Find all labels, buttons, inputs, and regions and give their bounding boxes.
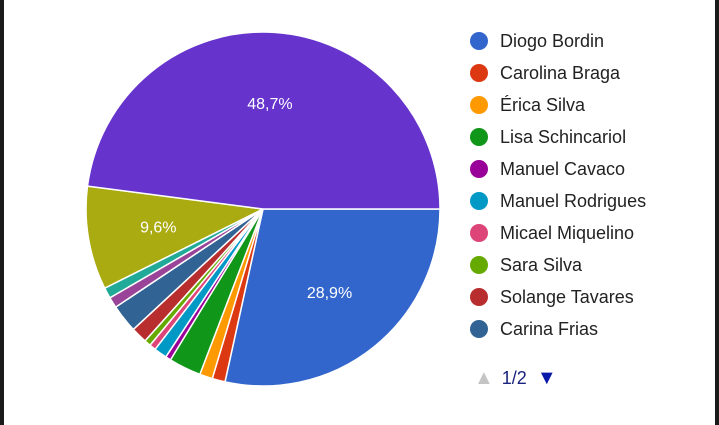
legend-item[interactable]: Carolina Braga	[470, 57, 710, 89]
legend-label: Lisa Schincariol	[500, 126, 627, 147]
legend-swatch	[470, 224, 488, 242]
legend-label: Diogo Bordin	[500, 30, 605, 51]
legend-swatch	[470, 96, 488, 114]
legend-swatch	[470, 128, 488, 146]
triangle-up-icon[interactable]: ▲	[474, 367, 494, 389]
legend-label: Érica Silva	[500, 94, 586, 115]
legend-swatch	[470, 64, 488, 82]
legend-swatch	[470, 160, 488, 178]
legend-item[interactable]: Micael Miquelino	[470, 217, 710, 249]
legend-label: Carina Frias	[500, 318, 599, 339]
legend-item[interactable]: Sara Silva	[470, 249, 710, 281]
legend-label: Manuel Rodrigues	[500, 190, 647, 211]
legend-label: Sara Silva	[500, 254, 583, 275]
legend-item[interactable]: Lisa Schincariol	[470, 121, 710, 153]
legend-label: Carolina Braga	[500, 62, 621, 83]
legend-item[interactable]: Manuel Cavaco	[470, 153, 710, 185]
legend-item[interactable]: Solange Tavares	[470, 281, 710, 313]
frame-border-right	[715, 0, 719, 425]
legend-item[interactable]: Érica Silva	[470, 89, 710, 121]
slice-data-label: 9,6%	[140, 220, 176, 237]
slice-data-label: 28,9%	[307, 285, 352, 302]
legend-swatch	[470, 320, 488, 338]
legend-item[interactable]: Diogo Bordin	[470, 25, 710, 57]
legend-swatch	[470, 256, 488, 274]
legend-label: Micael Miquelino	[500, 222, 635, 243]
triangle-down-icon[interactable]: ▼	[536, 367, 557, 389]
legend-label: Manuel Cavaco	[500, 158, 626, 179]
legend-item[interactable]: Manuel Rodrigues	[470, 185, 710, 217]
page-indicator: 1/2	[501, 368, 527, 388]
pie-slice[interactable]	[86, 31, 441, 210]
legend-swatch	[470, 288, 488, 306]
legend-swatch	[470, 32, 488, 50]
legend-item[interactable]: Carina Frias	[470, 313, 710, 345]
pie-slice[interactable]	[85, 185, 266, 290]
legend: Diogo Bordin Carolina Braga Érica Silva …	[470, 25, 710, 345]
legend-label: Solange Tavares	[500, 286, 634, 307]
legend-swatch	[470, 192, 488, 210]
slice-data-label: 48,7%	[247, 96, 292, 113]
legend-pager: ▲ 1/2 ▼	[474, 367, 557, 390]
frame-border-left	[0, 0, 4, 425]
pie-slice[interactable]	[224, 208, 441, 387]
